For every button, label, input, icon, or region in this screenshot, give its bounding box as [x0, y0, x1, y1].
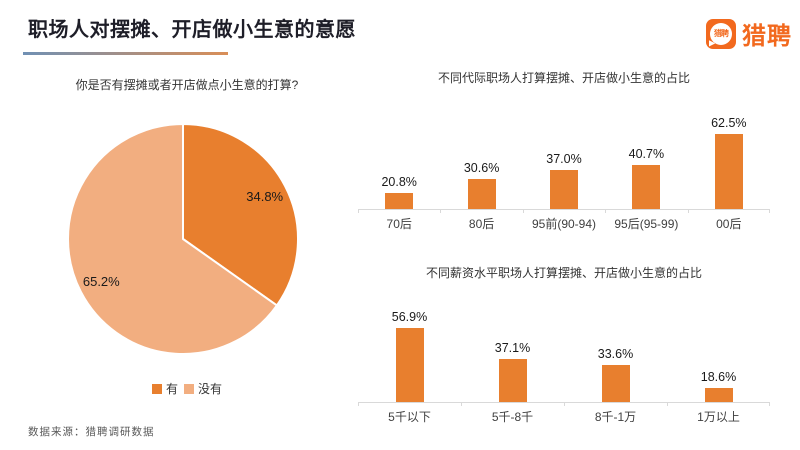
- axis-tick: [769, 402, 770, 406]
- liepin-logo-text: 猎聘: [742, 23, 792, 50]
- bar-5千-8千: [498, 359, 527, 402]
- category-label: 1万以上: [697, 410, 740, 424]
- category-label: 8千-1万: [594, 410, 637, 424]
- bar-00后: [714, 134, 743, 209]
- legend-swatch-icon: [151, 383, 162, 394]
- axis-tick: [522, 209, 524, 213]
- category-label: 70后: [386, 217, 412, 231]
- bar-5千以下: [395, 328, 424, 402]
- category-label: 5千以下: [388, 410, 431, 424]
- page-title: 职场人对摆摊、开店做小生意的意愿: [28, 19, 356, 41]
- speech-bubble-tail: [709, 40, 716, 47]
- title-underline: [23, 52, 228, 55]
- bar-chart-generation: 20.8% 70后 30.6% 80后 37.0% 95前(90-94) 40.7% 95后(…: [358, 116, 770, 231]
- category-label: 5千-8千: [491, 410, 534, 424]
- axis-tick: [564, 402, 565, 406]
- pie-chart-title: 你是否有摆摊或者开店做点小生意的打算?: [75, 78, 299, 92]
- bar-value-label: 33.6%: [597, 347, 634, 361]
- pie-slice-没有: [67, 123, 278, 355]
- pie-value-label: 65.2%: [83, 274, 120, 289]
- bar-chart-generation-title: 不同代际职场人打算摆摊、开店做小生意的占比: [437, 71, 690, 85]
- bar-value-label: 18.6%: [700, 370, 737, 384]
- axis-tick: [667, 402, 668, 406]
- liepin-icon-text: 猎聘: [710, 22, 732, 45]
- bar-value-label: 37.1%: [494, 341, 531, 355]
- legend-swatch-icon: [184, 383, 194, 394]
- data-source-note: 数据来源：猎聘调研数据: [28, 426, 155, 438]
- category-label: 95前(90-94): [531, 217, 597, 231]
- axis-tick: [769, 209, 770, 213]
- axis-tick: [358, 402, 359, 406]
- axis-tick: [605, 209, 607, 213]
- liepin-speech-bubble-icon: 猎聘: [706, 18, 736, 49]
- category-label: 95后(95-99): [614, 217, 679, 231]
- bar-value-label: 62.5%: [711, 116, 747, 130]
- pie-value-label: 34.8%: [246, 189, 283, 204]
- legend-item-没有: 没有: [184, 380, 222, 397]
- pie-slice-有: [182, 123, 299, 307]
- bar-95后(95-99): [632, 165, 661, 209]
- pie-legend: 有 没有: [37, 380, 337, 397]
- bar-70后: [385, 193, 414, 209]
- bar-value-label: 56.9%: [391, 310, 428, 324]
- legend-item-有: 有: [151, 380, 178, 397]
- bar-value-label: 37.0%: [546, 152, 582, 166]
- category-label: 80后: [468, 217, 495, 231]
- axis-tick: [461, 402, 462, 406]
- bar-chart-salary: 56.9% 5千以下 37.1% 5千-8千 33.6% 8千-1万 18.6% 1万以上: [358, 310, 770, 424]
- bar-80后: [467, 179, 496, 209]
- bar-value-label: 30.6%: [463, 161, 500, 175]
- category-label: 00后: [716, 217, 742, 231]
- liepin-logo: 猎聘 猎聘: [706, 16, 792, 51]
- legend-label: 没有: [198, 382, 223, 396]
- pie-chart: 34.8% 65.2%: [67, 123, 299, 355]
- bar-1万以上: [704, 388, 733, 402]
- bar-value-label: 40.7%: [628, 147, 665, 161]
- axis-tick: [358, 209, 359, 213]
- axis-tick: [440, 209, 442, 213]
- bar-95前(90-94): [550, 170, 578, 209]
- axis-tick: [687, 209, 689, 213]
- legend-label: 有: [165, 382, 178, 396]
- bar-chart-salary-title: 不同薪资水平职场人打算摆摊、开店做小生意的占比: [425, 266, 702, 280]
- bar-8千-1万: [601, 365, 630, 402]
- bar-value-label: 20.8%: [381, 175, 417, 189]
